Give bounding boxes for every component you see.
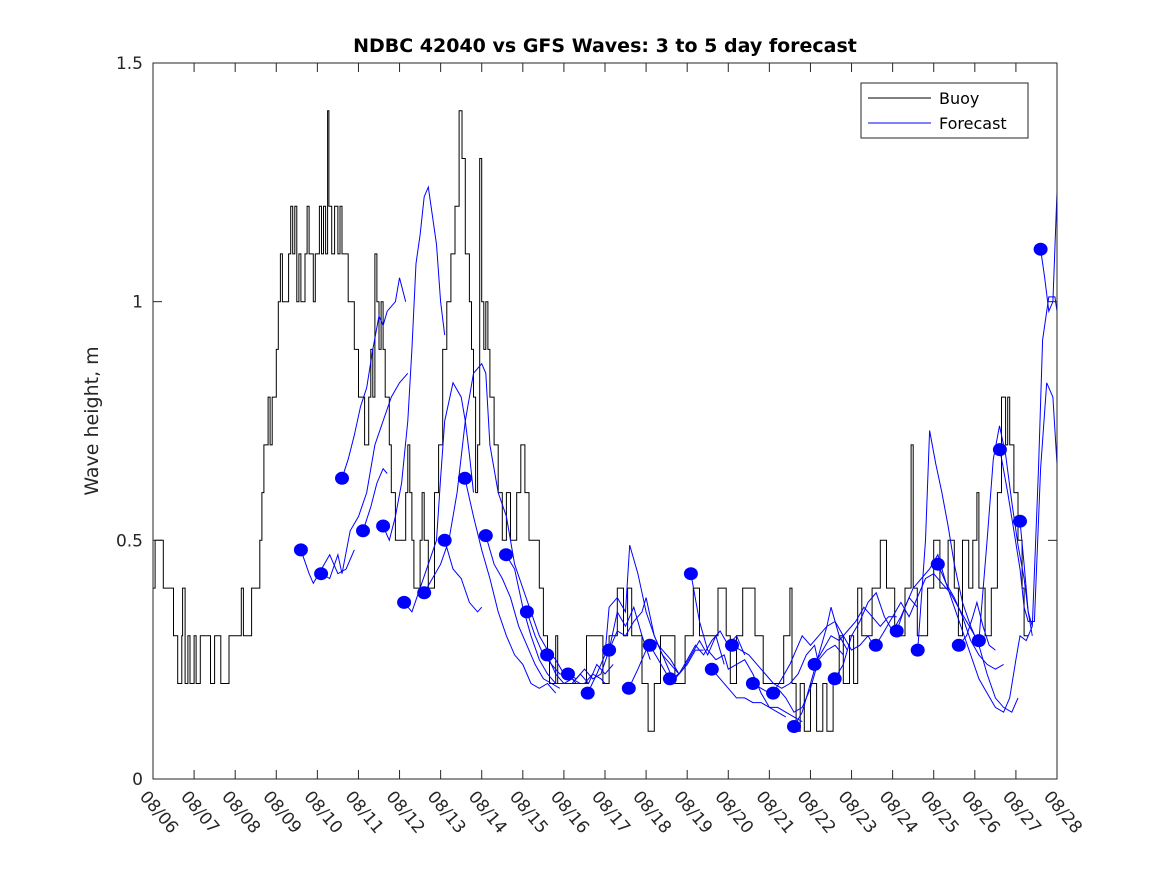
forecast-line [320,372,409,580]
forecast-start-marker [417,586,432,600]
forecast-line [814,606,897,665]
forecast-start-marker [540,648,555,662]
forecast-line [999,382,1057,622]
y-axis-label: Wave height, m [81,346,103,495]
forecast-start-marker [397,595,412,609]
forecast-line [300,549,355,585]
forecast-start-marker [889,624,904,638]
forecast-start-marker [951,638,966,652]
forecast-start-marker [335,471,349,485]
forecast-start-marker [356,524,370,538]
forecast-line [937,564,1033,713]
forecast-start-marker [971,634,986,648]
forecast-start-marker [930,557,945,571]
forecast-start-marker [580,686,595,700]
forecast-start-marker [683,567,698,581]
legend-box [860,82,1029,139]
forecast-line [628,639,704,689]
forecast-start-marker [519,605,534,619]
forecast-line [444,540,483,613]
y-tick-label: 0.5 [116,531,143,551]
chart-title: NDBC 42040 vs GFS Waves: 3 to 5 day fore… [353,35,857,57]
legend-label-forecast: Forecast [939,114,1007,133]
forecast-start-marker [827,672,842,686]
forecast-start-marker [787,720,801,733]
forecast-start-marker [662,672,677,686]
forecast-start-marker [314,567,329,581]
forecast-start-marker [910,643,925,657]
legend: Buoy Forecast [860,82,1029,139]
y-tick-label: 1 [132,293,143,313]
forecast-line [711,668,803,723]
forecast-start-marker [725,638,739,652]
forecast-line [896,553,1004,670]
forecast-start-marker [992,443,1007,457]
forecast-line [382,185,446,542]
series-layer [153,110,1057,733]
forecast-line [917,430,1019,713]
forecast-line [362,467,388,531]
forecast-start-marker [457,471,472,485]
forecast-start-marker [642,638,657,652]
y-tick-label: 1.5 [116,54,143,74]
forecast-line [464,478,557,694]
forecast-line [978,425,1033,641]
forecast-line [608,597,672,675]
y-axis: 0 0.5 1 1.5 [116,54,1057,790]
forecast-line [649,634,725,680]
forecast-line [793,620,877,727]
forecast-line [485,535,561,689]
y-tick-label: 0 [132,770,143,790]
forecast-start-marker [293,543,308,557]
forecast-start-marker [807,657,822,671]
forecast-start-marker [745,677,760,690]
forecast-line [772,607,848,694]
forecast-line [1040,191,1057,314]
forecast-start-marker [704,662,719,676]
forecast-start-marker [376,519,391,533]
buoy-line [153,110,1029,732]
forecast-start-marker [437,533,452,547]
forecast-start-marker [602,643,617,657]
plot-area [153,63,1057,779]
legend-label-buoy: Buoy [939,89,979,108]
forecast-start-marker [499,548,513,562]
forecast-start-marker [561,667,575,681]
forecast-line [958,600,996,651]
forecast-start-marker [1033,242,1048,256]
forecast-start-marker [621,681,636,695]
forecast-line [341,277,407,479]
forecast-start-marker [868,638,883,652]
forecast-start-marker [766,686,781,700]
forecast-start-marker [1013,514,1027,528]
forecast-start-marker [478,529,493,543]
